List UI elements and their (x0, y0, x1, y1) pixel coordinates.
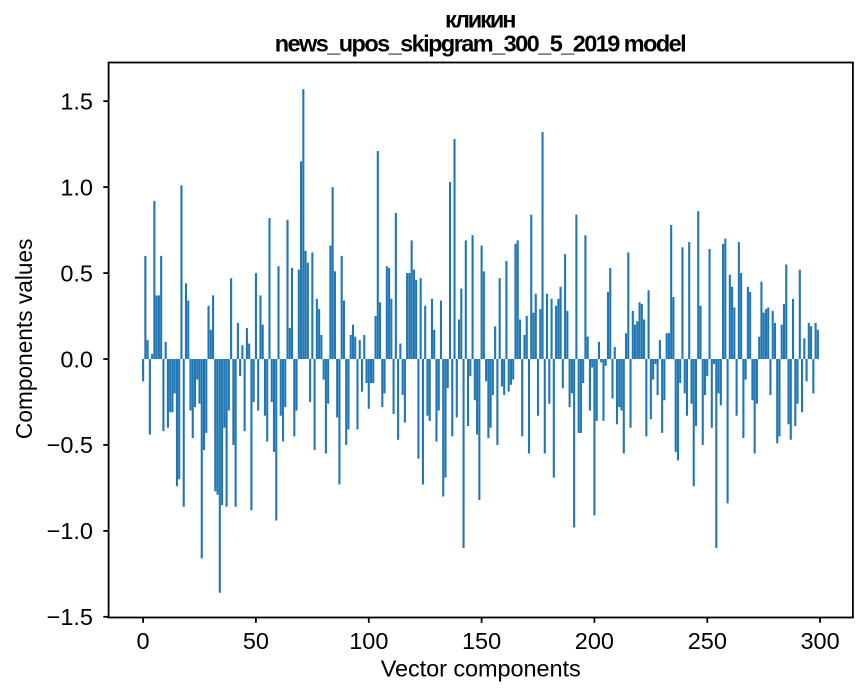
svg-text:250: 250 (688, 628, 727, 654)
svg-text:50: 50 (243, 628, 269, 654)
svg-text:0.0: 0.0 (60, 346, 93, 372)
svg-text:−1.5: −1.5 (47, 604, 93, 630)
svg-text:кликин: кликин (445, 7, 517, 33)
svg-text:news_upos_skipgram_300_5_2019: news_upos_skipgram_300_5_2019 model (275, 31, 687, 57)
svg-text:300: 300 (800, 628, 839, 654)
svg-text:0.5: 0.5 (60, 260, 93, 286)
svg-text:1.0: 1.0 (60, 174, 93, 200)
svg-text:100: 100 (349, 628, 388, 654)
svg-text:Components values: Components values (11, 239, 37, 440)
svg-text:Vector components: Vector components (381, 656, 581, 682)
svg-text:1.5: 1.5 (60, 89, 93, 115)
svg-text:0: 0 (137, 628, 150, 654)
svg-text:150: 150 (462, 628, 501, 654)
svg-text:200: 200 (575, 628, 614, 654)
svg-text:−1.0: −1.0 (47, 518, 93, 544)
svg-text:−0.5: −0.5 (47, 432, 93, 458)
